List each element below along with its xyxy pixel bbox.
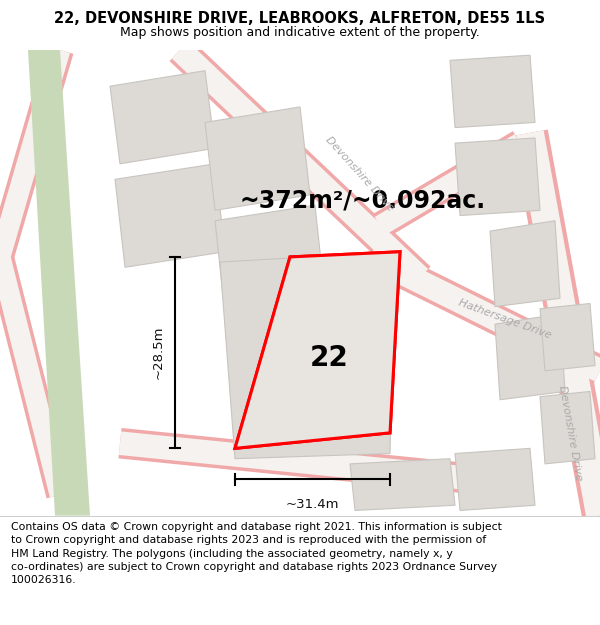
Text: Hathersage Drive: Hathersage Drive: [457, 298, 553, 341]
Polygon shape: [110, 71, 215, 164]
Polygon shape: [220, 252, 395, 459]
Polygon shape: [540, 391, 595, 464]
Polygon shape: [115, 164, 225, 268]
Text: Contains OS data © Crown copyright and database right 2021. This information is : Contains OS data © Crown copyright and d…: [11, 522, 502, 585]
Polygon shape: [215, 205, 325, 314]
Polygon shape: [455, 448, 535, 511]
Text: Devonshire Drive: Devonshire Drive: [324, 135, 396, 213]
Polygon shape: [450, 55, 535, 128]
Polygon shape: [350, 459, 455, 511]
Text: ~28.5m: ~28.5m: [152, 326, 165, 379]
Polygon shape: [235, 252, 400, 448]
Polygon shape: [235, 252, 400, 448]
Polygon shape: [455, 138, 540, 216]
Text: Devonshire Drive: Devonshire Drive: [557, 384, 583, 481]
Text: ~372m²/~0.092ac.: ~372m²/~0.092ac.: [240, 188, 486, 212]
Text: Map shows position and indicative extent of the property.: Map shows position and indicative extent…: [120, 26, 480, 39]
Polygon shape: [28, 50, 90, 516]
Text: 22: 22: [310, 344, 348, 372]
Text: 22, DEVONSHIRE DRIVE, LEABROOKS, ALFRETON, DE55 1LS: 22, DEVONSHIRE DRIVE, LEABROOKS, ALFRETO…: [55, 11, 545, 26]
Polygon shape: [540, 304, 595, 371]
Polygon shape: [490, 221, 560, 307]
Polygon shape: [495, 314, 565, 400]
Text: ~31.4m: ~31.4m: [286, 498, 339, 511]
Polygon shape: [205, 107, 310, 211]
